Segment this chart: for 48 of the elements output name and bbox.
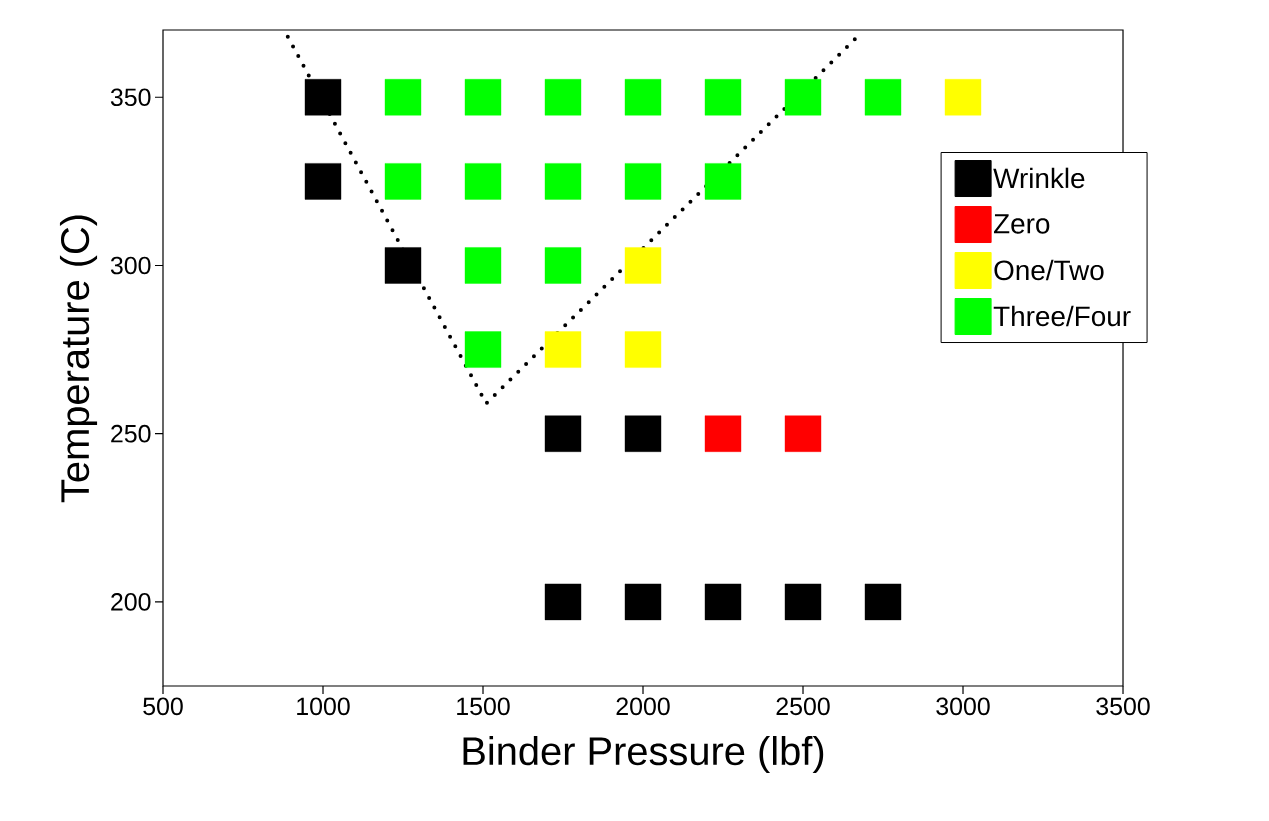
x-tick-label: 1000 (297, 697, 350, 716)
point (864, 583, 902, 621)
point (624, 331, 662, 368)
point (624, 415, 662, 452)
point (304, 163, 342, 200)
y-tick-label: 250 (111, 424, 151, 443)
point (544, 163, 582, 200)
point (544, 247, 582, 284)
point (704, 163, 742, 200)
x-tick-label: 500 (143, 697, 183, 716)
point (784, 583, 822, 621)
point (544, 331, 582, 368)
y-tick-label: 200 (111, 593, 151, 611)
point (624, 79, 662, 116)
point (384, 163, 422, 200)
point (304, 79, 342, 116)
x-tick-label: 2000 (616, 697, 670, 716)
point (544, 583, 582, 621)
point (384, 79, 422, 116)
point (704, 583, 742, 621)
point (784, 79, 822, 116)
x-tick-label: 3000 (936, 697, 990, 716)
x-tick-label: 2500 (776, 697, 830, 716)
point (784, 415, 822, 452)
x-tick-label: 1500 (457, 697, 510, 716)
point (384, 247, 422, 284)
point (704, 415, 742, 452)
point (624, 583, 662, 621)
point (944, 79, 982, 116)
point (464, 331, 502, 368)
point (624, 247, 662, 284)
x-axis-title: Binder Pressure (lbf) (463, 735, 824, 774)
point (624, 163, 662, 200)
y-axis-title: Temperature (C) (59, 215, 98, 503)
legend-label: Zero (993, 214, 1050, 234)
y-tick-label: 300 (110, 256, 151, 275)
legend-label: One/Two (994, 259, 1104, 281)
point (464, 247, 502, 284)
y-tick-label: 350 (110, 88, 151, 107)
point (544, 415, 582, 452)
legend-label: Three/Four (993, 305, 1131, 327)
point (544, 79, 582, 116)
point (704, 79, 742, 116)
point (864, 79, 902, 116)
point (464, 79, 502, 116)
point (464, 163, 502, 200)
legend-label: Wrinkle (993, 167, 1085, 189)
x-tick-label: 3500 (1096, 697, 1150, 716)
